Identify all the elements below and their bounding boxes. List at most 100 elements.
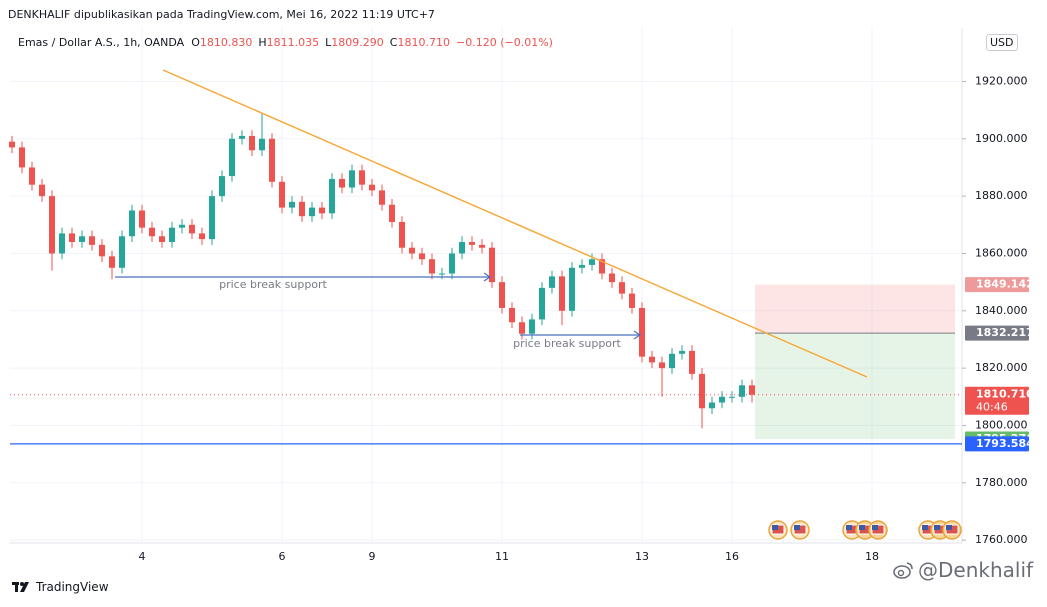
y-tick-label: 1880.000: [975, 189, 1028, 202]
candle-body: [129, 210, 135, 237]
brand-logo: [12, 582, 29, 592]
price-label: 1793.584: [976, 437, 1034, 450]
event-flag-canton: [934, 525, 940, 530]
ohlc-key: H: [258, 36, 267, 49]
candle-body: [219, 176, 225, 197]
candle-body: [139, 210, 145, 228]
arrow-head: [633, 330, 642, 340]
symbol-title: Emas / Dollar A.S., 1h, OANDA: [18, 36, 185, 49]
candle-body: [569, 267, 575, 311]
event-flag-canton: [859, 525, 865, 530]
ohlc-value: 1810.830: [199, 36, 253, 49]
candle-body: [229, 138, 235, 177]
candle-body: [579, 264, 585, 268]
y-tick-label: 1860.000: [975, 246, 1028, 259]
price-label: 1832.217: [976, 326, 1034, 339]
annotation: price break support: [513, 337, 621, 350]
candle-body: [389, 204, 395, 222]
candle-body: [199, 233, 205, 240]
candle-body: [429, 259, 435, 274]
candle-body: [69, 233, 75, 242]
currency-button[interactable]: USD: [986, 34, 1018, 51]
profit-zone: [755, 284, 955, 334]
candle-body: [409, 247, 415, 254]
candle-body: [189, 224, 195, 234]
ohlc-value: 1810.710: [397, 36, 450, 49]
candle-body: [479, 244, 485, 248]
x-tick-label: 18: [865, 550, 879, 563]
y-tick-label: 1820.000: [975, 361, 1028, 374]
candle-body: [549, 276, 555, 288]
candle-body: [89, 236, 95, 245]
price-label: 1849.142: [976, 278, 1034, 291]
candle-body: [259, 138, 265, 151]
candle-body: [79, 236, 85, 242]
candle-body: [159, 236, 165, 242]
candle-body: [239, 135, 245, 139]
x-tick-label: 9: [369, 550, 376, 563]
candle-body: [709, 402, 715, 409]
event-flag-canton: [872, 525, 878, 530]
loss-zone: [755, 333, 955, 440]
event-flag-canton: [772, 525, 778, 530]
candle-body: [459, 242, 465, 254]
candle-body: [309, 207, 315, 217]
price-label: 1810.710: [976, 387, 1034, 400]
candle-body: [469, 242, 475, 245]
candle-body: [269, 138, 275, 182]
candle-body: [629, 293, 635, 308]
ohlc-value: 1811.035: [266, 36, 320, 49]
candle-body: [249, 135, 255, 151]
candle-body: [609, 273, 615, 283]
x-tick-label: 4: [139, 550, 146, 563]
price-label-box: [965, 277, 1029, 293]
arrow-head: [483, 272, 492, 282]
candle-body: [349, 170, 355, 188]
candle-body: [19, 147, 25, 168]
y-tick-label: 1920.000: [975, 74, 1028, 87]
ohlc-key: L: [325, 36, 332, 49]
candle-body: [509, 307, 515, 323]
symbol-legend: Emas / Dollar A.S., 1h, OANDA O1810.830 H…: [18, 36, 553, 49]
candle-body: [9, 141, 15, 148]
candle-body: [489, 247, 495, 283]
candle-body: [419, 253, 425, 260]
candle-body: [379, 190, 385, 205]
price-label-box: [965, 436, 1029, 452]
candle-body: [29, 167, 35, 185]
price-label-box: [965, 325, 1029, 341]
price-countdown: 40:46: [976, 400, 1008, 413]
candle-body: [99, 244, 105, 257]
candle-body: [699, 373, 705, 409]
candle-body: [299, 201, 305, 217]
watermark: @Denkhalif: [892, 558, 1033, 582]
candle-body: [439, 273, 445, 275]
candle-body: [539, 287, 545, 320]
candle-body: [589, 259, 595, 265]
candle-body: [59, 233, 65, 254]
candle-body: [119, 236, 125, 268]
trend-line: [162, 69, 868, 378]
candle-body: [449, 253, 455, 274]
ohlc-value: 1809.290: [331, 36, 384, 49]
price-change: −0.120 (−0.01%): [455, 36, 553, 49]
ohlc-key: C: [389, 36, 398, 49]
candle-body: [359, 170, 365, 185]
candle-body: [399, 221, 405, 248]
brand-name: TradingView: [36, 580, 109, 594]
candle-body: [649, 356, 655, 363]
publisher-line: DENKHALIF dipublikasikan pada TradingVie…: [8, 8, 435, 21]
candle-body: [39, 184, 45, 197]
candle-body: [339, 178, 345, 188]
candle-body: [639, 307, 645, 357]
candle-body: [559, 276, 565, 311]
candle-body: [619, 282, 625, 294]
x-tick-label: 6: [279, 550, 286, 563]
price-label-box: [965, 386, 1029, 415]
candle-body: [369, 184, 375, 191]
event-flag-canton: [922, 525, 928, 530]
candle-body: [679, 350, 685, 354]
candle-body: [209, 196, 215, 240]
candle-body: [109, 256, 115, 268]
